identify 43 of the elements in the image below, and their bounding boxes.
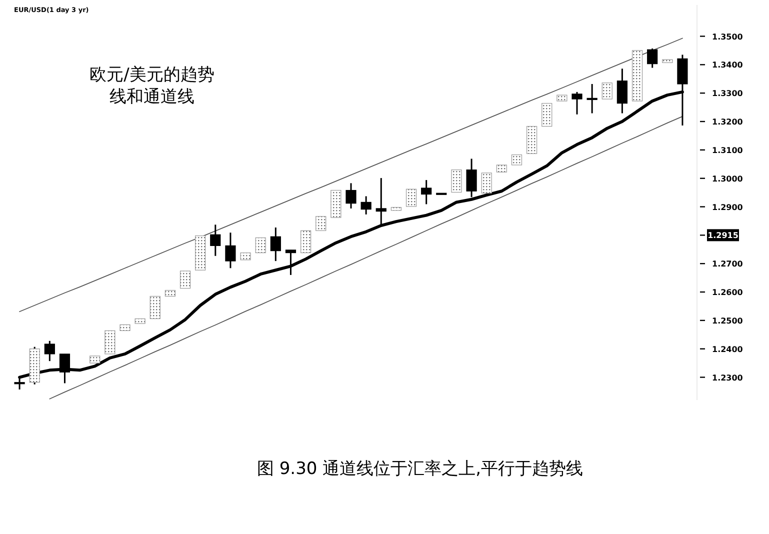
line-series (19, 38, 683, 312)
candlestick (285, 249, 296, 276)
candlestick (180, 270, 191, 289)
candlestick (270, 226, 281, 262)
candlestick (406, 188, 417, 207)
y-tick-label: 1.3000 (712, 174, 744, 184)
text: 1.2915 (708, 231, 739, 240)
annotation: 欧元/美元的趋势线和通道线 (90, 65, 214, 107)
candlestick (225, 232, 236, 269)
candlestick (542, 103, 552, 127)
candlestick (466, 158, 477, 198)
candlestick (602, 82, 612, 100)
candlestick (255, 237, 266, 254)
y-tick-label: 1.2300 (712, 373, 744, 382)
candlestick (572, 91, 582, 116)
candlestick (647, 48, 658, 69)
candlestick (481, 172, 492, 194)
candlestick (451, 170, 462, 193)
candlestick (346, 182, 356, 210)
y-tick-label: 1.2400 (712, 344, 744, 354)
y-tick-label: 1.2700 (712, 260, 744, 269)
candlestick (360, 196, 372, 216)
y-tick-label: 1.3200 (712, 118, 744, 127)
candlestick (300, 230, 312, 254)
candlestick (150, 296, 160, 320)
y-tick-label: 1.3400 (712, 60, 744, 70)
text: 图 9.30 通道线位于汇率之上,平行于趋势线 (256, 459, 584, 479)
candlestick (44, 340, 55, 362)
y-tick-label: 1.2600 (712, 288, 744, 298)
y-tick-label: 1.3100 (712, 146, 744, 155)
candlestick (316, 216, 326, 232)
y-tick-label: 1.3300 (712, 89, 744, 98)
candlestick (421, 179, 432, 205)
y-tick-label: 1.2900 (712, 202, 744, 212)
line-series (49, 116, 683, 400)
y-tick-label: 1.3500 (712, 32, 744, 42)
candlestick (616, 68, 628, 114)
candlestick (376, 177, 386, 226)
candlestick (210, 224, 221, 257)
candlestick (511, 154, 522, 166)
candlestick (586, 83, 598, 114)
candlestick (104, 330, 116, 354)
y-tick-label: 1.2500 (712, 316, 744, 326)
